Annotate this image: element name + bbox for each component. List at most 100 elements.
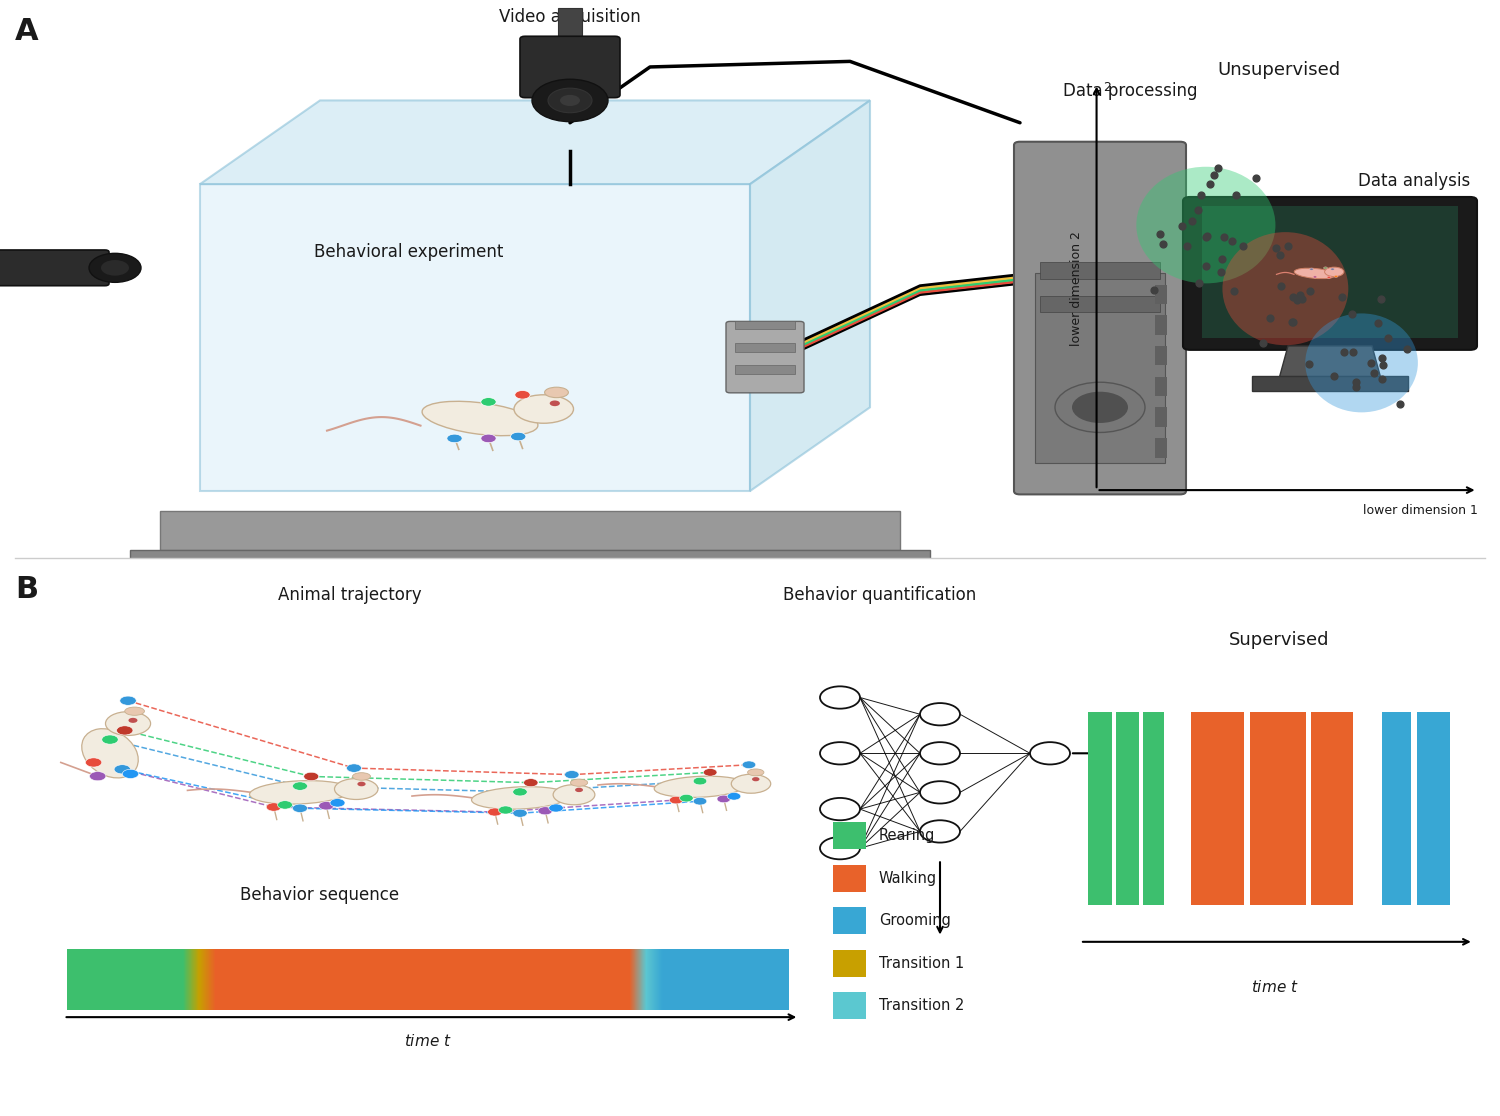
Point <box>1197 175 1221 193</box>
Circle shape <box>1072 392 1128 423</box>
Bar <box>735 366 795 374</box>
Point <box>1224 186 1248 204</box>
FancyBboxPatch shape <box>726 321 804 393</box>
Point <box>1268 246 1292 263</box>
Circle shape <box>564 771 579 779</box>
Bar <box>1202 206 1458 337</box>
Polygon shape <box>200 100 870 184</box>
Bar <box>1143 712 1164 905</box>
Circle shape <box>510 432 526 441</box>
Point <box>1299 282 1323 300</box>
Point <box>1209 262 1233 280</box>
Ellipse shape <box>514 395 573 423</box>
Bar <box>833 865 866 892</box>
Point <box>1290 290 1314 308</box>
Point <box>1281 288 1305 306</box>
Circle shape <box>680 795 693 802</box>
Circle shape <box>538 807 552 815</box>
Point <box>1174 237 1198 254</box>
Point <box>1362 364 1386 382</box>
Text: Transition 2: Transition 2 <box>879 998 965 1013</box>
Circle shape <box>482 397 496 406</box>
Circle shape <box>560 95 580 106</box>
Circle shape <box>514 391 529 400</box>
Bar <box>1311 712 1353 905</box>
Text: lower dimension 1: lower dimension 1 <box>1362 504 1478 517</box>
Circle shape <box>129 718 138 723</box>
Ellipse shape <box>1324 267 1344 277</box>
FancyBboxPatch shape <box>0 250 110 286</box>
FancyBboxPatch shape <box>1014 142 1186 494</box>
Circle shape <box>123 769 138 779</box>
Point <box>1281 314 1305 331</box>
Ellipse shape <box>1294 268 1335 279</box>
Circle shape <box>821 798 860 820</box>
Ellipse shape <box>570 779 588 787</box>
Circle shape <box>1312 276 1317 278</box>
Bar <box>1382 712 1410 905</box>
Ellipse shape <box>422 402 538 435</box>
Circle shape <box>482 434 496 443</box>
Circle shape <box>100 260 129 276</box>
Point <box>1341 343 1365 360</box>
Point <box>1210 250 1234 268</box>
Ellipse shape <box>249 780 351 805</box>
Circle shape <box>292 782 308 790</box>
Circle shape <box>102 735 118 744</box>
Circle shape <box>1323 267 1328 269</box>
Text: B: B <box>15 575 38 604</box>
Circle shape <box>548 88 592 113</box>
Ellipse shape <box>1222 232 1348 345</box>
Bar <box>1155 285 1167 304</box>
Circle shape <box>513 788 526 796</box>
Ellipse shape <box>554 785 596 805</box>
Point <box>1230 238 1254 256</box>
Point <box>1388 395 1411 413</box>
Point <box>1251 334 1275 352</box>
Ellipse shape <box>1137 166 1275 283</box>
Circle shape <box>1328 277 1330 278</box>
Bar <box>558 8 582 39</box>
Ellipse shape <box>1305 314 1418 413</box>
Circle shape <box>330 799 345 807</box>
Text: Transition 1: Transition 1 <box>879 955 965 971</box>
Circle shape <box>742 761 756 769</box>
Circle shape <box>1030 742 1069 764</box>
Bar <box>1418 712 1449 905</box>
Ellipse shape <box>124 708 144 715</box>
Ellipse shape <box>334 779 378 799</box>
Polygon shape <box>1280 346 1380 377</box>
Ellipse shape <box>81 729 138 778</box>
Point <box>1286 290 1310 308</box>
Bar <box>735 344 795 352</box>
Circle shape <box>1330 268 1335 270</box>
Point <box>1376 329 1400 347</box>
Circle shape <box>821 686 860 709</box>
Point <box>1142 281 1166 299</box>
Point <box>1330 288 1354 306</box>
Circle shape <box>693 798 706 805</box>
Polygon shape <box>750 100 870 491</box>
Circle shape <box>90 771 106 781</box>
Ellipse shape <box>352 772 370 780</box>
Point <box>1288 286 1312 304</box>
Point <box>1186 201 1210 219</box>
Point <box>1220 232 1244 250</box>
Bar <box>1116 712 1138 905</box>
Circle shape <box>513 809 526 817</box>
Circle shape <box>532 79 608 122</box>
Text: time $t$: time $t$ <box>1251 979 1299 994</box>
Circle shape <box>447 434 462 443</box>
Ellipse shape <box>732 775 771 793</box>
Text: 2: 2 <box>1102 81 1112 95</box>
Point <box>1194 228 1218 246</box>
Bar <box>735 321 795 329</box>
Circle shape <box>717 795 730 802</box>
Circle shape <box>357 781 366 787</box>
Bar <box>1191 712 1245 905</box>
Circle shape <box>821 837 860 859</box>
Circle shape <box>821 742 860 764</box>
Bar <box>1251 376 1408 391</box>
Circle shape <box>498 806 513 814</box>
Text: Behavior sequence: Behavior sequence <box>240 886 399 904</box>
